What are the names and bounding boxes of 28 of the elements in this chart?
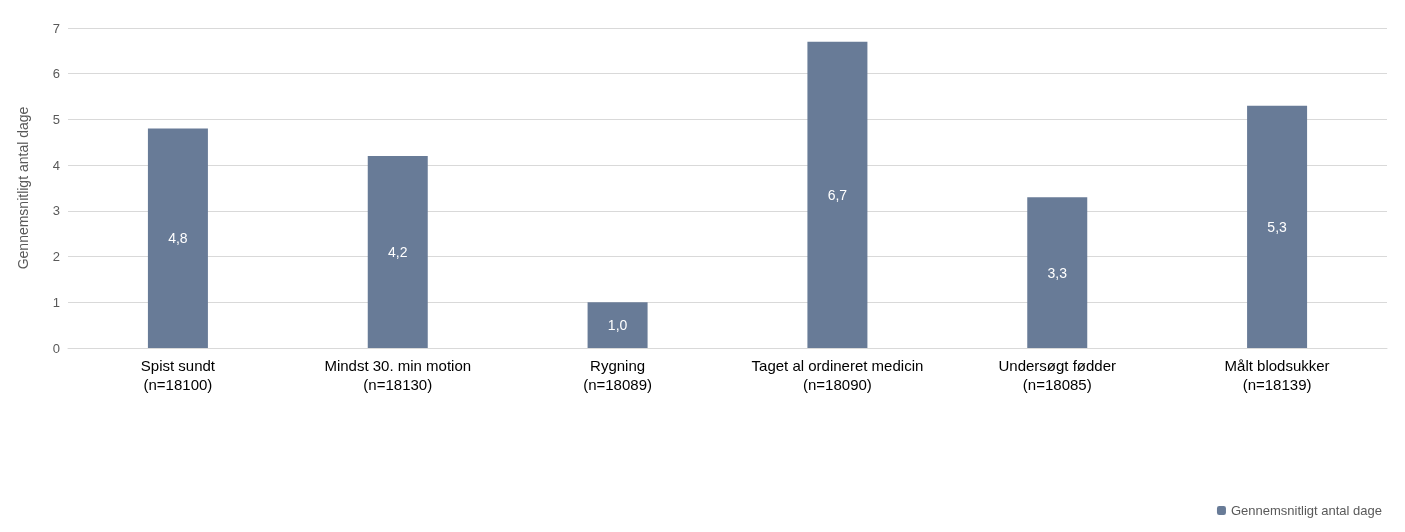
- data-label: 6,7: [827, 186, 848, 203]
- x-tick-label: Målt blodsukker (n=18139): [1224, 357, 1330, 393]
- y-tick-label: 1: [52, 294, 60, 310]
- y-tick-label: 3: [52, 203, 60, 219]
- data-label: 5,3: [1267, 218, 1288, 235]
- data-label: 1,0: [607, 317, 628, 334]
- data-label: 4,8: [168, 230, 188, 247]
- legend-label: Gennemsnitligt antal dage: [1230, 503, 1382, 518]
- y-tick-label: 6: [52, 66, 60, 82]
- y-tick-label: 0: [52, 340, 60, 356]
- bar: [587, 302, 648, 348]
- x-tick-label: Taget al ordineret medicin (n=18090): [751, 357, 924, 393]
- x-tick-label: Rygning (n=18089): [583, 357, 652, 393]
- data-label: 3,3: [1047, 264, 1068, 281]
- bar: [1247, 105, 1308, 348]
- data-label: 4,2: [388, 244, 408, 260]
- x-tick-label: Undersøgt fødder (n=18085): [998, 357, 1117, 393]
- bar: [1027, 197, 1088, 348]
- y-tick-label: 7: [52, 20, 60, 36]
- y-tick-label: 5: [52, 111, 60, 127]
- y-tick-label: 4: [52, 157, 60, 173]
- x-tick-label: Mindst 30. min motion (n=18130): [324, 357, 472, 393]
- x-tick-label: Spist sundt (n=18100): [140, 357, 216, 393]
- y-tick-label: 2: [52, 249, 60, 265]
- bar: [367, 156, 428, 348]
- bar: [807, 41, 868, 348]
- bar: [147, 128, 208, 348]
- y-axis-title: Gennemsnitligt antal dage: [15, 106, 31, 270]
